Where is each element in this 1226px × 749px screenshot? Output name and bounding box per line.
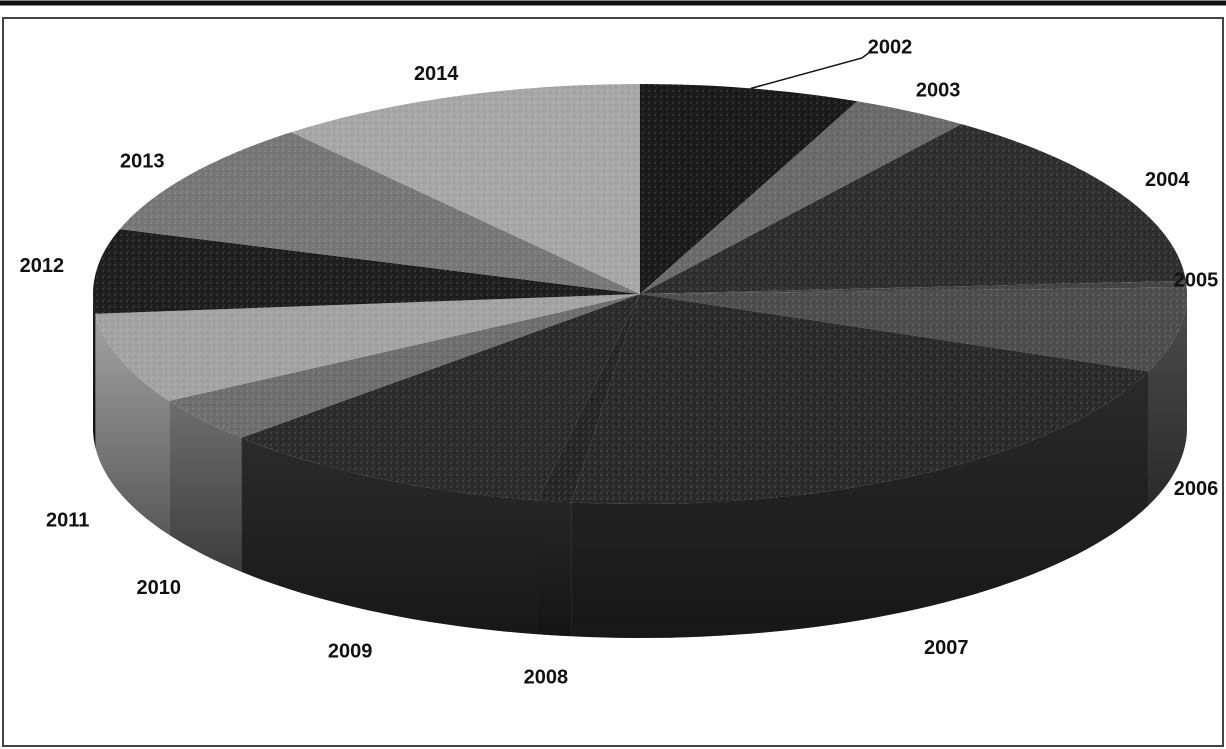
- slice-label-2003: 2003: [916, 80, 961, 102]
- pie-slice-texture-2012: [93, 229, 640, 314]
- pie-sides: [93, 294, 1187, 638]
- slice-label-2008: 2008: [524, 666, 569, 688]
- pie-slice-texture-2014: [291, 84, 640, 294]
- pie-side-shade-2010: [169, 400, 242, 572]
- slice-label-2012: 2012: [20, 255, 65, 277]
- slice-label-2006: 2006: [1174, 478, 1219, 500]
- slice-label-2002: 2002: [868, 36, 913, 58]
- pie-slice-texture-2005: [640, 280, 1187, 294]
- pie-slice-texture-2002: [640, 84, 858, 294]
- pie-tops: [93, 84, 1187, 504]
- pie-side-shade-2012: [93, 294, 96, 448]
- slice-label-2013: 2013: [120, 150, 165, 172]
- pie-slice-texture-2010: [169, 294, 640, 438]
- slice-label-2011: 2011: [46, 510, 89, 532]
- pie-slice-texture-2003: [640, 101, 962, 294]
- pie-slice-texture-2007: [571, 294, 1149, 504]
- pie-slice-texture-2006: [640, 287, 1187, 372]
- slice-label-2009: 2009: [328, 641, 373, 663]
- leader-lines: [750, 51, 871, 90]
- leader-line-2002: [750, 51, 871, 90]
- pie-side-shade-2007: [571, 371, 1149, 638]
- pie-slice-texture-2004: [640, 124, 1186, 294]
- pie-slice-texture-2013: [119, 132, 641, 294]
- pie-slice-texture-2009: [241, 294, 641, 501]
- pie-slice-texture-2011: [95, 294, 640, 401]
- slice-label-2005: 2005: [1174, 269, 1219, 291]
- slice-label-2014: 2014: [414, 63, 459, 85]
- pie-side-shade-2006: [1148, 294, 1187, 506]
- slice-label-2004: 2004: [1145, 169, 1190, 191]
- slice-label-2010: 2010: [137, 577, 182, 599]
- pie-slice-texture-2008: [537, 294, 640, 503]
- pie-side-shade-2011: [95, 313, 170, 535]
- slice-label-2007: 2007: [924, 637, 969, 659]
- pie-side-shade-2008: [537, 500, 572, 637]
- pie-side-shade-2009: [241, 437, 538, 635]
